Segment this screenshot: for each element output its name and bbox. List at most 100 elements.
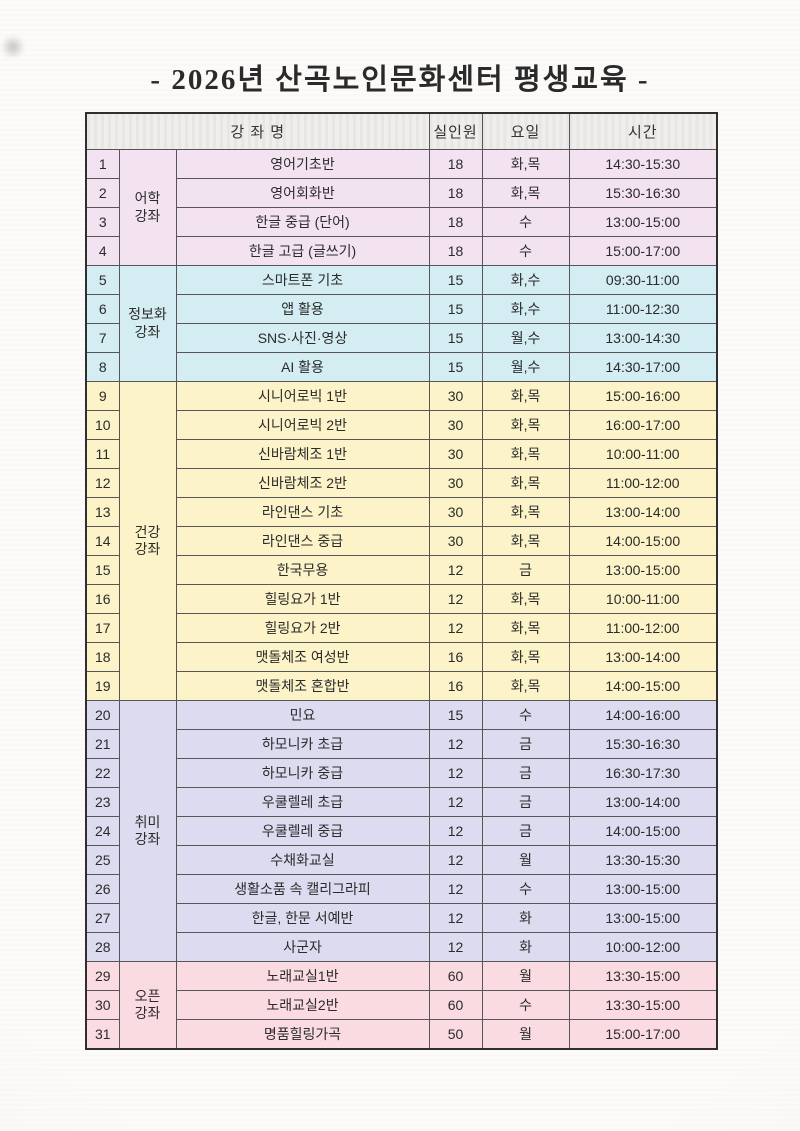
time-slot: 14:30-15:30 (568, 149, 718, 179)
table-row: 13 라인댄스 기초 30 화,목 13:00-14:00 (85, 497, 718, 527)
table-row: 22 하모니카 중급 12 금 16:30-17:30 (85, 758, 718, 788)
enrolled-count: 15 (428, 323, 483, 353)
row-number: 14 (85, 526, 120, 556)
row-number: 2 (85, 178, 120, 208)
table-row: 19 맷돌체조 혼합반 16 화,목 14:00-15:00 (85, 671, 718, 701)
course-name: 스마트폰 기초 (175, 265, 430, 295)
enrolled-count: 12 (428, 903, 483, 933)
row-number: 28 (85, 932, 120, 962)
day-of-week: 월,수 (481, 323, 570, 353)
enrolled-count: 12 (428, 613, 483, 643)
enrolled-count: 60 (428, 990, 483, 1020)
time-slot: 09:30-11:00 (568, 265, 718, 295)
enrolled-count: 15 (428, 700, 483, 730)
header-day: 요일 (481, 112, 570, 150)
course-name: 힐링요가 2반 (175, 613, 430, 643)
course-name: 민요 (175, 700, 430, 730)
enrolled-count: 18 (428, 207, 483, 237)
time-slot: 11:00-12:00 (568, 613, 718, 643)
time-slot: 14:00-15:00 (568, 816, 718, 846)
row-number: 3 (85, 207, 120, 237)
day-of-week: 화,목 (481, 149, 570, 179)
table-row: 1 어학 강좌 영어기초반 18 화,목 14:30-15:30 (85, 149, 718, 266)
time-slot: 13:30-15:00 (568, 961, 718, 991)
day-of-week: 금 (481, 729, 570, 759)
day-of-week: 화,수 (481, 265, 570, 295)
day-of-week: 화,목 (481, 439, 570, 469)
course-name: SNS·사진·영상 (175, 323, 430, 353)
day-of-week: 화,목 (481, 178, 570, 208)
row-number: 5 (85, 265, 120, 295)
time-slot: 15:30-16:30 (568, 178, 718, 208)
day-of-week: 금 (481, 816, 570, 846)
enrolled-count: 18 (428, 236, 483, 266)
course-name: 라인댄스 중급 (175, 526, 430, 556)
row-number: 18 (85, 642, 120, 672)
enrolled-count: 16 (428, 642, 483, 672)
table-row: 3 한글 중급 (단어) 18 수 13:00-15:00 (85, 207, 718, 237)
course-name: 생활소품 속 캘리그라피 (175, 874, 430, 904)
table-row: 16 힐링요가 1반 12 화,목 10:00-11:00 (85, 584, 718, 614)
time-slot: 15:00-17:00 (568, 236, 718, 266)
enrolled-count: 12 (428, 845, 483, 875)
enrolled-count: 15 (428, 265, 483, 295)
row-number: 6 (85, 294, 120, 324)
day-of-week: 화 (481, 932, 570, 962)
header-enrolled: 실인원 (428, 112, 483, 150)
enrolled-count: 15 (428, 352, 483, 382)
day-of-week: 화,목 (481, 584, 570, 614)
course-name: 노래교실2반 (175, 990, 430, 1020)
time-slot: 15:00-17:00 (568, 1019, 718, 1050)
enrolled-count: 30 (428, 526, 483, 556)
enrolled-count: 15 (428, 294, 483, 324)
time-slot: 15:00-16:00 (568, 381, 718, 411)
header-course-name: 강 좌 명 (85, 112, 430, 150)
enrolled-count: 16 (428, 671, 483, 701)
day-of-week: 수 (481, 874, 570, 904)
row-number: 7 (85, 323, 120, 353)
time-slot: 13:00-14:00 (568, 787, 718, 817)
course-name: 시니어로빅 1반 (175, 381, 430, 411)
time-slot: 15:30-16:30 (568, 729, 718, 759)
row-number: 31 (85, 1019, 120, 1050)
table-row: 6 앱 활용 15 화,수 11:00-12:30 (85, 294, 718, 324)
time-slot: 13:00-15:00 (568, 903, 718, 933)
time-slot: 11:00-12:30 (568, 294, 718, 324)
enrolled-count: 12 (428, 874, 483, 904)
day-of-week: 화,목 (481, 671, 570, 701)
time-slot: 16:00-17:00 (568, 410, 718, 440)
day-of-week: 수 (481, 236, 570, 266)
category-cell: 건강 강좌 (118, 381, 177, 701)
time-slot: 14:30-17:00 (568, 352, 718, 382)
time-slot: 13:00-15:00 (568, 555, 718, 585)
row-number: 11 (85, 439, 120, 469)
course-name: 영어기초반 (175, 149, 430, 179)
row-number: 8 (85, 352, 120, 382)
day-of-week: 금 (481, 555, 570, 585)
course-name: 한글 중급 (단어) (175, 207, 430, 237)
day-of-week: 월 (481, 845, 570, 875)
table-row: 26 생활소품 속 캘리그라피 12 수 13:00-15:00 (85, 874, 718, 904)
course-name: 신바람체조 2반 (175, 468, 430, 498)
table-row: 10 시니어로빅 2반 30 화,목 16:00-17:00 (85, 410, 718, 440)
table-row: 7 SNS·사진·영상 15 월,수 13:00-14:30 (85, 323, 718, 353)
enrolled-count: 30 (428, 468, 483, 498)
course-name: 하모니카 초급 (175, 729, 430, 759)
time-slot: 14:00-15:00 (568, 526, 718, 556)
time-slot: 13:00-14:00 (568, 497, 718, 527)
course-name: 사군자 (175, 932, 430, 962)
row-number: 23 (85, 787, 120, 817)
time-slot: 11:00-12:00 (568, 468, 718, 498)
course-name: 맷돌체조 여성반 (175, 642, 430, 672)
document-title: - 2026년 산곡노인문화센터 평생교육 - (150, 64, 650, 96)
day-of-week: 화,목 (481, 526, 570, 556)
enrolled-count: 18 (428, 178, 483, 208)
time-slot: 10:00-12:00 (568, 932, 718, 962)
enrolled-count: 12 (428, 932, 483, 962)
row-number: 1 (85, 149, 120, 179)
row-number: 25 (85, 845, 120, 875)
day-of-week: 월 (481, 961, 570, 991)
enrolled-count: 12 (428, 584, 483, 614)
day-of-week: 화,수 (481, 294, 570, 324)
